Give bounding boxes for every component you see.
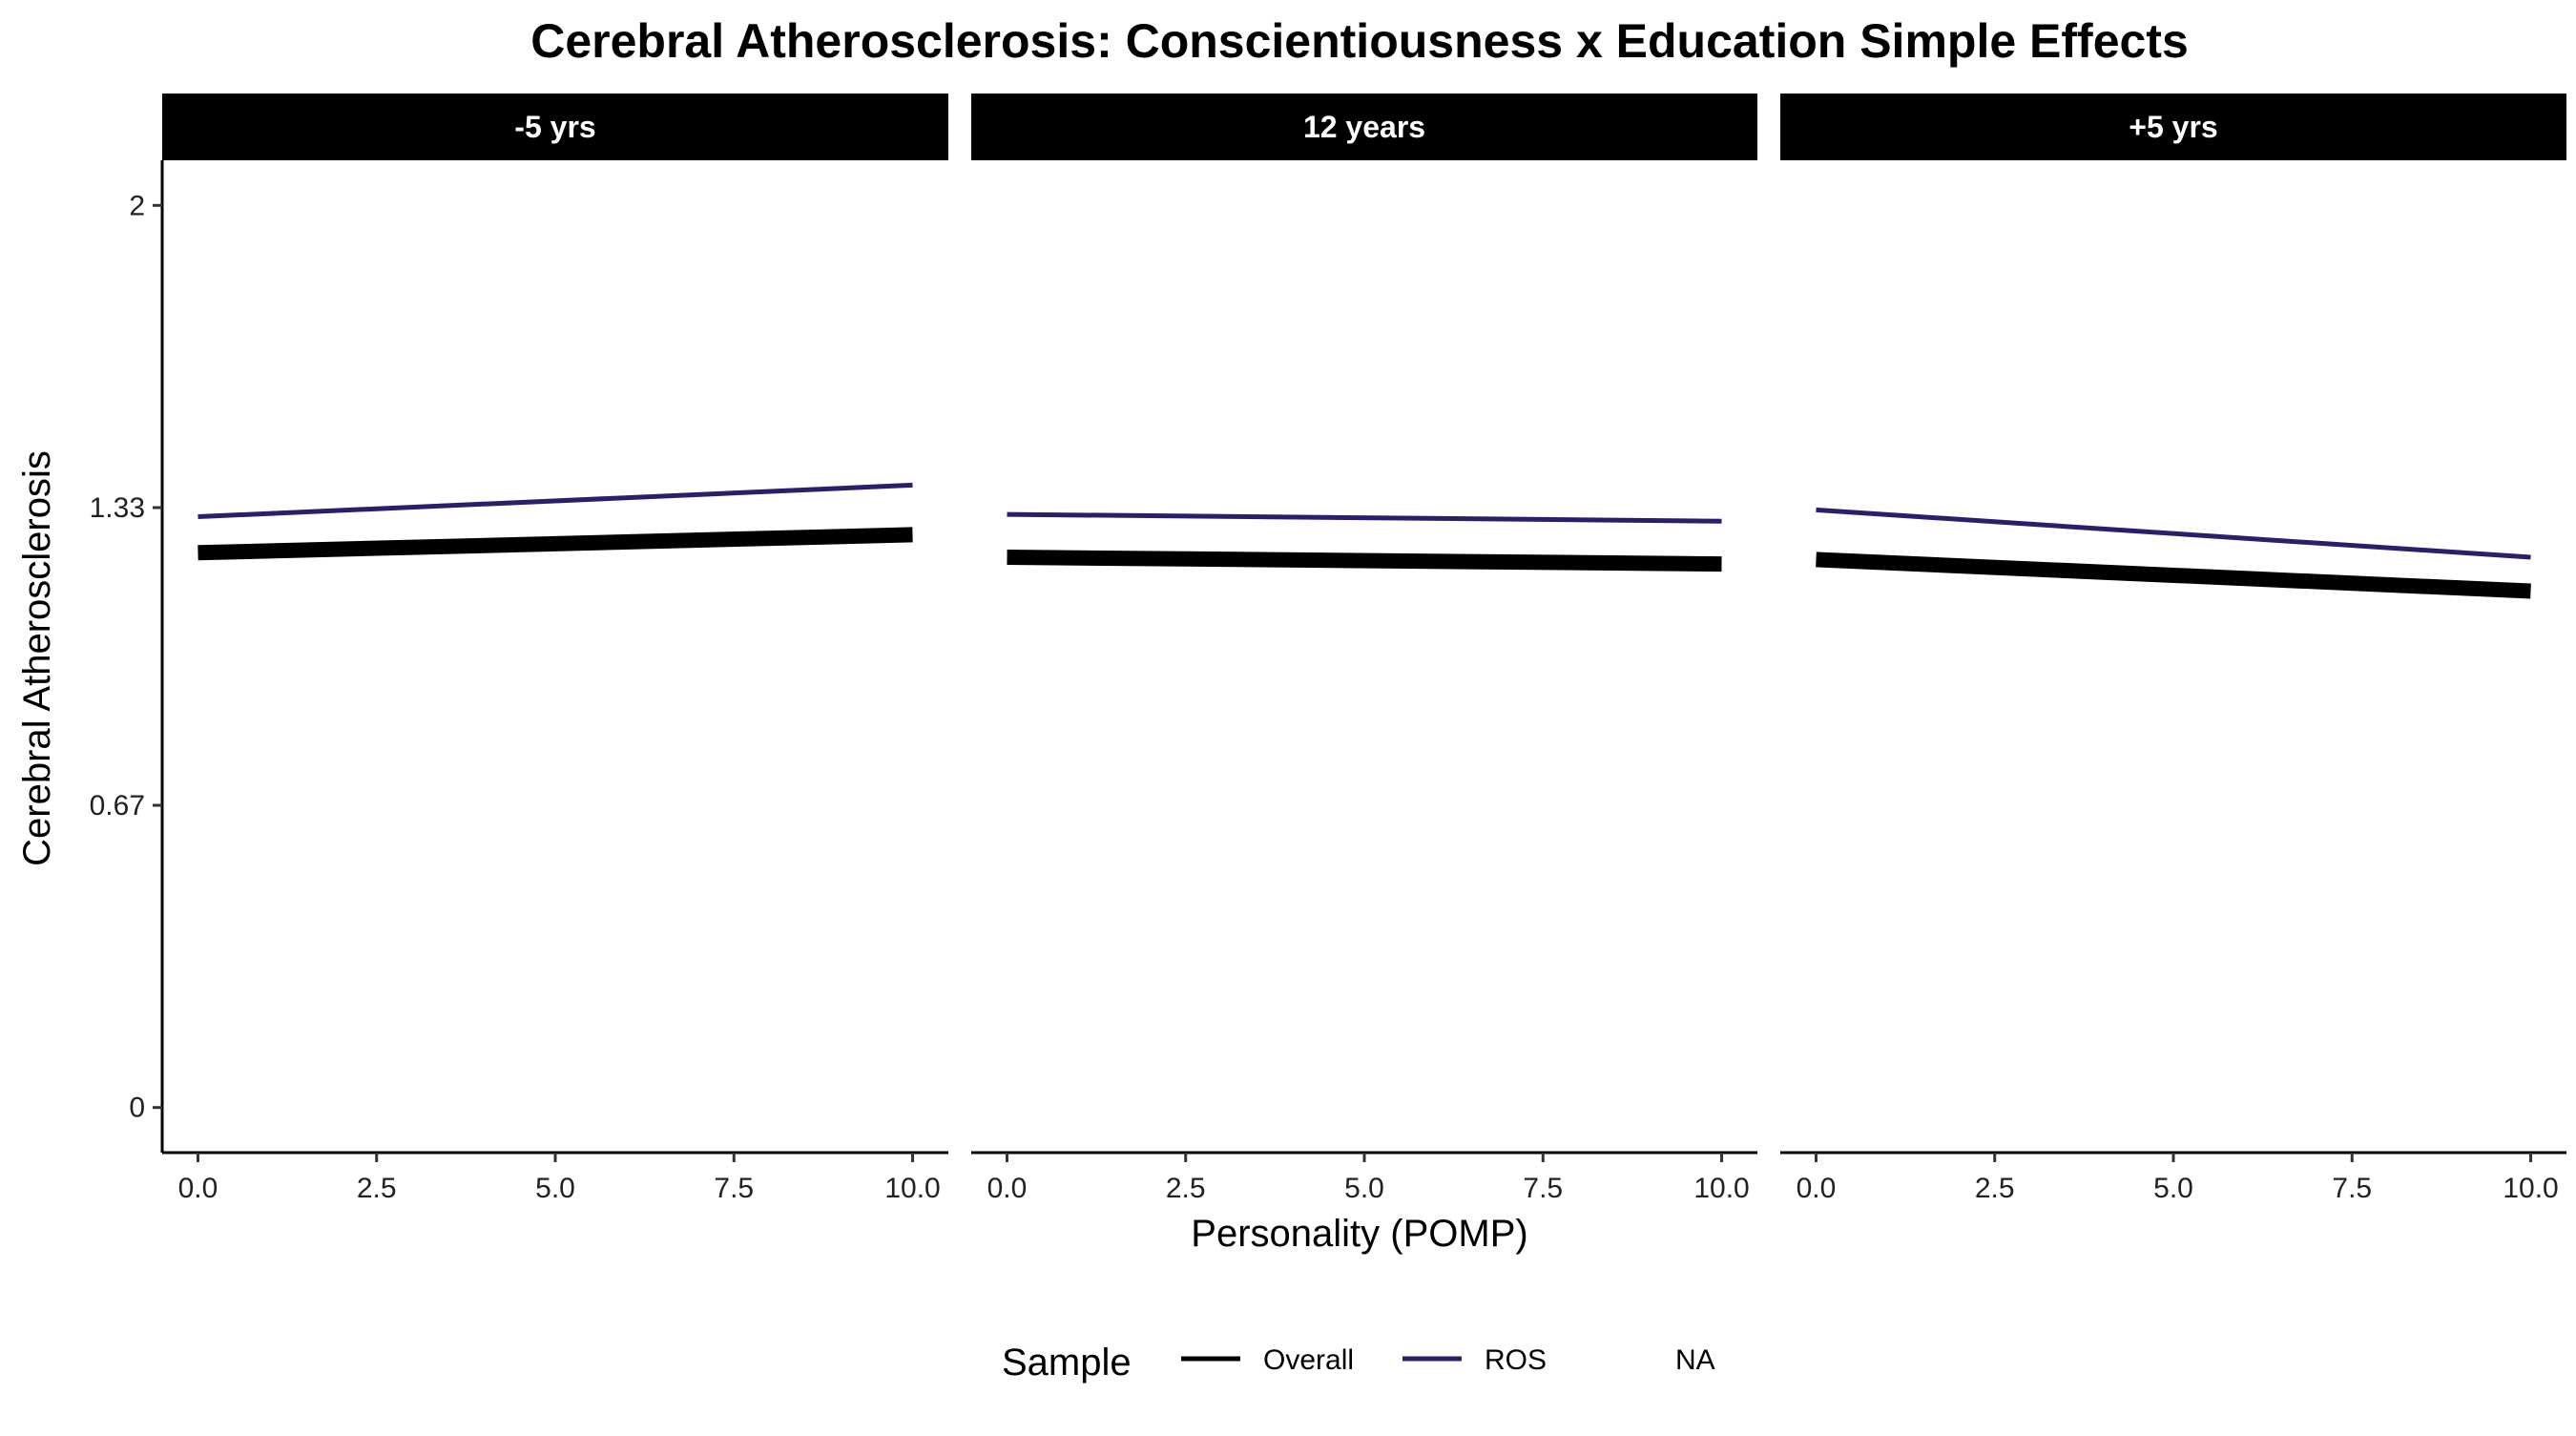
series-line-ros [1816,507,2531,560]
legend: Sample Overall ROS NA [1002,1342,1715,1384]
series-line-ros [197,482,913,519]
facet-strip-label: -5 yrs [514,110,595,144]
legend-label: NA [1675,1344,1715,1376]
facet-strip-label: +5 yrs [2129,110,2217,144]
x-tick-label: 2.5 [1975,1173,2015,1204]
x-tick-label: 7.5 [2332,1173,2372,1204]
legend-item-overall: Overall [1181,1344,1354,1376]
x-tick-label: 10.0 [2503,1173,2558,1204]
x-tick-label: 0.0 [987,1173,1028,1204]
series-line-overall [1816,552,2531,599]
chart-title: Cerebral Atherosclerosis: Conscientiousn… [530,14,2189,68]
x-tick-label: 2.5 [1166,1173,1206,1204]
x-tick-label: 5.0 [2153,1173,2193,1204]
x-tick-label: 10.0 [884,1173,940,1204]
x-tick-label: 0.0 [178,1173,218,1204]
y-tick-label: 0 [129,1093,145,1124]
facet-panel-3: +5 yrs 0.0 2.5 5.0 7.5 10.0 [1780,94,2566,1204]
y-tick-label: 0.67 [90,790,145,822]
y-axis: 0 0.67 1.33 2 [90,160,164,1153]
facet-strip [1780,94,2566,160]
x-tick-label: 0.0 [1797,1173,1837,1204]
series-line-ros [1007,511,1722,524]
x-tick-label: 5.0 [1344,1173,1384,1204]
facet-strip [971,94,1757,160]
y-tick-label: 1.33 [90,492,145,524]
x-tick-label: 5.0 [535,1173,575,1204]
legend-item-ros: ROS [1402,1344,1547,1376]
legend-label: Overall [1263,1344,1354,1376]
legend-item-na: NA [1675,1344,1715,1376]
x-tick-label: 10.0 [1693,1173,1749,1204]
facet-panel-2: 12 years 0.0 2.5 5.0 7.5 10.0 [971,94,1757,1204]
y-axis-title: Cerebral Atherosclerosis [16,450,58,866]
facet-strip-label: 12 years [1303,110,1425,144]
facet-panel-1: -5 yrs 0.0 2.5 5.0 7.5 10.0 [162,94,948,1204]
y-tick-label: 2 [129,190,145,221]
series-line-overall [197,527,913,561]
x-tick-label: 7.5 [1523,1173,1563,1204]
x-axis-title: Personality (POMP) [1191,1213,1527,1255]
legend-title: Sample [1002,1342,1132,1384]
facet-strip [162,94,948,160]
x-tick-label: 2.5 [357,1173,397,1204]
legend-label: ROS [1485,1344,1547,1376]
series-line-overall [1007,550,1722,572]
x-tick-label: 7.5 [714,1173,754,1204]
